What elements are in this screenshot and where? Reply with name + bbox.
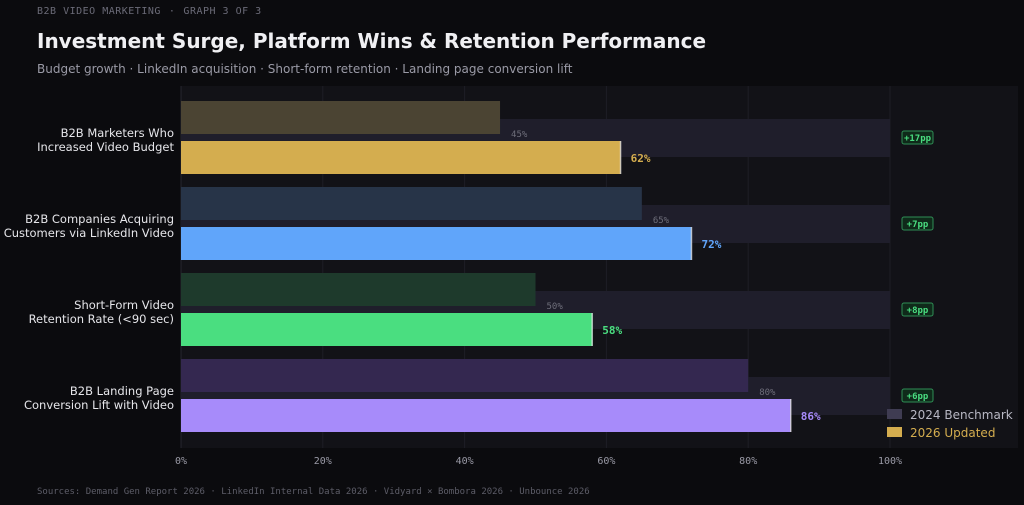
benchmark-value-label: 80% xyxy=(759,388,776,398)
category-label-line: B2B Companies Acquiring xyxy=(25,212,174,226)
x-tick-label: 40% xyxy=(456,456,474,467)
benchmark-bar xyxy=(181,273,536,306)
delta-badge-label: +6pp xyxy=(907,392,929,402)
legend-swatch-benchmark xyxy=(887,409,902,419)
eyebrow-graph-index: GRAPH 3 OF 3 xyxy=(183,6,262,17)
legend-swatch-updated xyxy=(887,427,902,437)
delta-badge-label: +17pp xyxy=(904,134,932,144)
updated-bar xyxy=(181,141,621,174)
category-label-line: B2B Landing Page xyxy=(70,384,174,398)
x-tick-label: 60% xyxy=(597,456,615,467)
eyebrow: B2B VIDEO MARKETING · GRAPH 3 OF 3 xyxy=(37,6,262,17)
category-label-line: Short-Form Video xyxy=(74,298,174,312)
page-title: Investment Surge, Platform Wins & Retent… xyxy=(37,29,707,53)
updated-value-label: 86% xyxy=(801,410,821,423)
delta-badge xyxy=(901,388,934,403)
updated-value-label: 72% xyxy=(701,238,721,251)
delta-badge-label: +8pp xyxy=(907,306,929,316)
category-label: B2B Marketers Who Increased Video Budget xyxy=(37,126,174,154)
benchmark-bar xyxy=(181,187,642,220)
benchmark-value-label: 50% xyxy=(547,302,564,312)
category-label: B2B Landing Page Conversion Lift with Vid… xyxy=(24,384,174,412)
delta-badge xyxy=(901,130,934,145)
category-label-line: B2B Marketers Who xyxy=(61,126,174,140)
legend-label-updated: 2026 Updated xyxy=(910,426,995,440)
legend-label-benchmark: 2024 Benchmark xyxy=(910,408,1013,422)
x-tick-label: 0% xyxy=(175,456,187,467)
category-label-line: Increased Video Budget xyxy=(37,140,174,154)
category-label: Short-Form Video Retention Rate (<90 sec) xyxy=(29,298,174,326)
benchmark-value-label: 45% xyxy=(511,130,528,140)
legend: 2024 Benchmark 2026 Updated xyxy=(887,408,1013,440)
category-label-line: Retention Rate (<90 sec) xyxy=(29,312,174,326)
updated-value-label: 58% xyxy=(602,324,622,337)
delta-badge xyxy=(901,302,934,317)
benchmark-bar xyxy=(181,101,501,134)
category-label: B2B Companies Acquiring Customers via Lin… xyxy=(4,212,174,240)
x-tick-label: 80% xyxy=(739,456,757,467)
sources-footnote: Sources: Demand Gen Report 2026 · Linked… xyxy=(37,487,590,497)
x-tick-label: 20% xyxy=(314,456,332,467)
delta-badge-label: +7pp xyxy=(907,220,929,230)
eyebrow-topic: B2B VIDEO MARKETING xyxy=(37,6,161,17)
benchmark-bar xyxy=(181,359,749,392)
benchmark-value-label: 65% xyxy=(653,216,670,226)
delta-badge xyxy=(901,216,934,231)
updated-bar xyxy=(181,313,593,346)
x-tick-label: 100% xyxy=(878,456,902,467)
category-label-line: Conversion Lift with Video xyxy=(24,398,174,412)
updated-bar xyxy=(181,399,791,432)
updated-bar xyxy=(181,227,692,260)
category-label-line: Customers via LinkedIn Video xyxy=(4,226,174,240)
page-subtitle: Budget growth · LinkedIn acquisition · S… xyxy=(37,62,573,76)
eyebrow-separator: · xyxy=(168,6,176,17)
updated-value-label: 62% xyxy=(631,152,651,165)
